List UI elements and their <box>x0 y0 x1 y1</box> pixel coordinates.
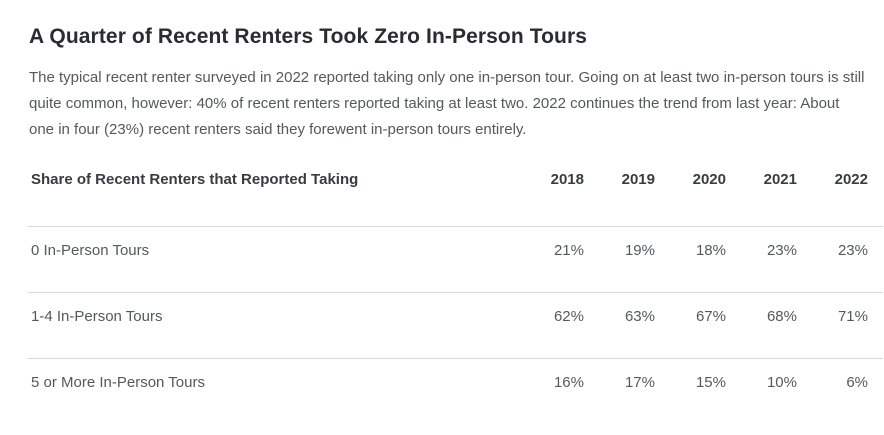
page-title: A Quarter of Recent Renters Took Zero In… <box>29 25 587 48</box>
cell-value: 23% <box>797 226 883 293</box>
table-header-year-2020: 2020 <box>692 171 726 188</box>
cell-value: 67% <box>655 292 726 359</box>
row-label-zero-tours: 0 In-Person Tours <box>28 226 513 293</box>
intro-paragraph: The typical recent renter surveyed in 20… <box>29 69 865 138</box>
table-header-year-2019: 2019 <box>621 171 655 188</box>
cell-value: 63% <box>584 292 655 359</box>
cell-value: 71% <box>797 292 883 359</box>
table-row: 0 In-Person Tours 21% 19% 18% 23% 23% <box>28 226 883 293</box>
cell-value: 62% <box>513 292 584 359</box>
row-label-one-to-four-tours: 1-4 In-Person Tours <box>28 292 513 359</box>
cell-value: 23% <box>726 226 797 293</box>
row-label-five-or-more-tours: 5 or More In-Person Tours <box>28 358 513 424</box>
cell-value: 16% <box>513 358 584 424</box>
renter-tours-table: Share of Recent Renters that Reported Ta… <box>28 162 883 424</box>
cell-value: 19% <box>584 226 655 293</box>
cell-value: 15% <box>655 358 726 424</box>
cell-value: 17% <box>584 358 655 424</box>
cell-value: 6% <box>797 358 883 424</box>
table-header-year-2018: 2018 <box>550 171 584 188</box>
table-header-row: Share of Recent Renters that Reported Ta… <box>28 162 883 227</box>
table-row: 1-4 In-Person Tours 62% 63% 67% 68% 71% <box>28 292 883 359</box>
cell-value: 18% <box>655 226 726 293</box>
article-content: A Quarter of Recent Renters Took Zero In… <box>0 25 884 143</box>
cell-value: 10% <box>726 358 797 424</box>
cell-value: 68% <box>726 292 797 359</box>
renter-tours-table-container: Share of Recent Renters that Reported Ta… <box>28 162 883 424</box>
table-header-year-2022: 2022 <box>834 171 868 188</box>
cell-value: 21% <box>513 226 584 293</box>
table-header-year-2021: 2021 <box>763 171 797 188</box>
table-row: 5 or More In-Person Tours 16% 17% 15% 10… <box>28 358 883 424</box>
table-header-label: Share of Recent Renters that Reported Ta… <box>31 171 359 188</box>
